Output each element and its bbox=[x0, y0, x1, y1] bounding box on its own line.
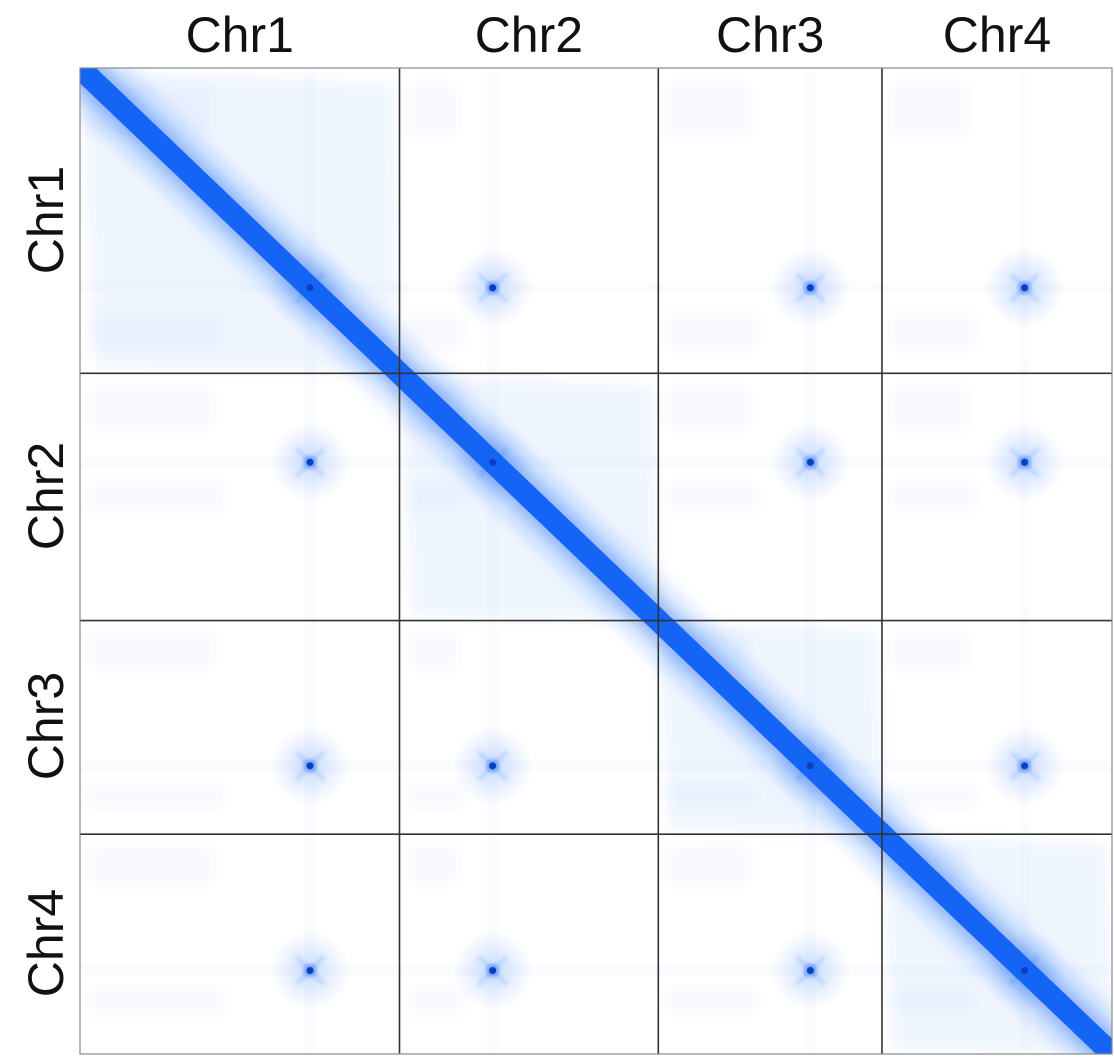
faint-block bbox=[88, 988, 226, 1014]
centromere-spot-chr3-chr3 bbox=[770, 725, 851, 806]
faint-block bbox=[408, 845, 459, 885]
faint-block bbox=[408, 631, 459, 669]
spot-center bbox=[806, 966, 814, 974]
faint-block bbox=[408, 783, 464, 809]
faint-block bbox=[408, 988, 464, 1014]
spot-center bbox=[306, 966, 314, 974]
faint-band bbox=[1020, 68, 1029, 374]
column-label-chr4: Chr4 bbox=[942, 7, 1052, 63]
faint-block bbox=[666, 83, 750, 138]
centromere-spot-chr1-chr3 bbox=[770, 247, 851, 328]
plot-border bbox=[79, 67, 1113, 1055]
faint-band bbox=[806, 68, 815, 374]
centromere-spot-chr1-chr4 bbox=[984, 247, 1065, 328]
centromere-spot-chr4-chr2 bbox=[452, 930, 533, 1011]
centromere-spot-chr4-chr1 bbox=[270, 930, 351, 1011]
plot-area bbox=[80, 68, 1112, 1054]
faint-band bbox=[658, 458, 882, 467]
centromere-spot-chr3-chr2 bbox=[452, 725, 533, 806]
diagonal-signal bbox=[80, 68, 1112, 1054]
spot-center bbox=[489, 966, 497, 974]
faint-block bbox=[890, 386, 968, 431]
spot-center bbox=[306, 458, 314, 466]
spot-center bbox=[1021, 458, 1029, 466]
intra-block-shade bbox=[658, 620, 882, 835]
centromere-spot-chr4-chr3 bbox=[770, 930, 851, 1011]
faint-block bbox=[890, 482, 976, 512]
centromere-spot-chr4-chr4 bbox=[984, 930, 1065, 1011]
centromere-spot-chr3-chr1 bbox=[270, 725, 351, 806]
faint-band bbox=[80, 761, 400, 770]
faint-block bbox=[88, 631, 215, 669]
faint-block bbox=[666, 988, 757, 1014]
faint-block bbox=[88, 386, 215, 431]
spot-center bbox=[806, 284, 814, 292]
centromere-spots bbox=[270, 247, 1065, 1011]
spot-center bbox=[1021, 284, 1029, 292]
centromere-spot-chr1-chr1 bbox=[270, 247, 351, 328]
intra-block-shade bbox=[881, 834, 1112, 1054]
column-label-chr3: Chr3 bbox=[715, 7, 825, 63]
faint-block bbox=[666, 845, 750, 885]
centromere-spot-chr2-chr4 bbox=[984, 422, 1065, 503]
spot-center bbox=[306, 284, 314, 292]
centromere-spot-chr2-chr1 bbox=[270, 422, 351, 503]
faint-band bbox=[658, 966, 882, 975]
centromere-spot-chr2-chr3 bbox=[770, 422, 851, 503]
spot-center bbox=[806, 458, 814, 466]
spot-center bbox=[489, 458, 497, 466]
column-label-chr1: Chr1 bbox=[185, 7, 294, 63]
centromere-spot-chr3-chr4 bbox=[984, 725, 1065, 806]
faint-band bbox=[80, 458, 400, 467]
spot-center bbox=[489, 762, 497, 770]
faint-block bbox=[890, 631, 968, 669]
faint-band bbox=[658, 283, 882, 292]
column-label-chr2: Chr2 bbox=[474, 7, 584, 63]
faint-block bbox=[666, 386, 750, 431]
faint-block bbox=[88, 783, 226, 809]
faint-block bbox=[890, 783, 976, 809]
centromere-spot-chr1-chr2 bbox=[452, 247, 533, 328]
faint-block bbox=[890, 312, 976, 349]
faint-block bbox=[666, 312, 757, 349]
spot-center bbox=[489, 284, 497, 292]
faint-block bbox=[408, 83, 459, 138]
spot-center bbox=[1021, 762, 1029, 770]
faint-block bbox=[88, 845, 215, 885]
faint-band bbox=[80, 966, 400, 975]
faint-block bbox=[666, 482, 757, 512]
centromere-spot-chr2-chr2 bbox=[452, 422, 533, 503]
faint-block bbox=[890, 83, 968, 138]
spot-center bbox=[806, 762, 814, 770]
chromosome-boundaries bbox=[80, 68, 1112, 1054]
spot-center bbox=[306, 762, 314, 770]
faint-block bbox=[88, 482, 226, 512]
spot-center bbox=[1021, 966, 1029, 974]
faint-band bbox=[488, 68, 497, 374]
